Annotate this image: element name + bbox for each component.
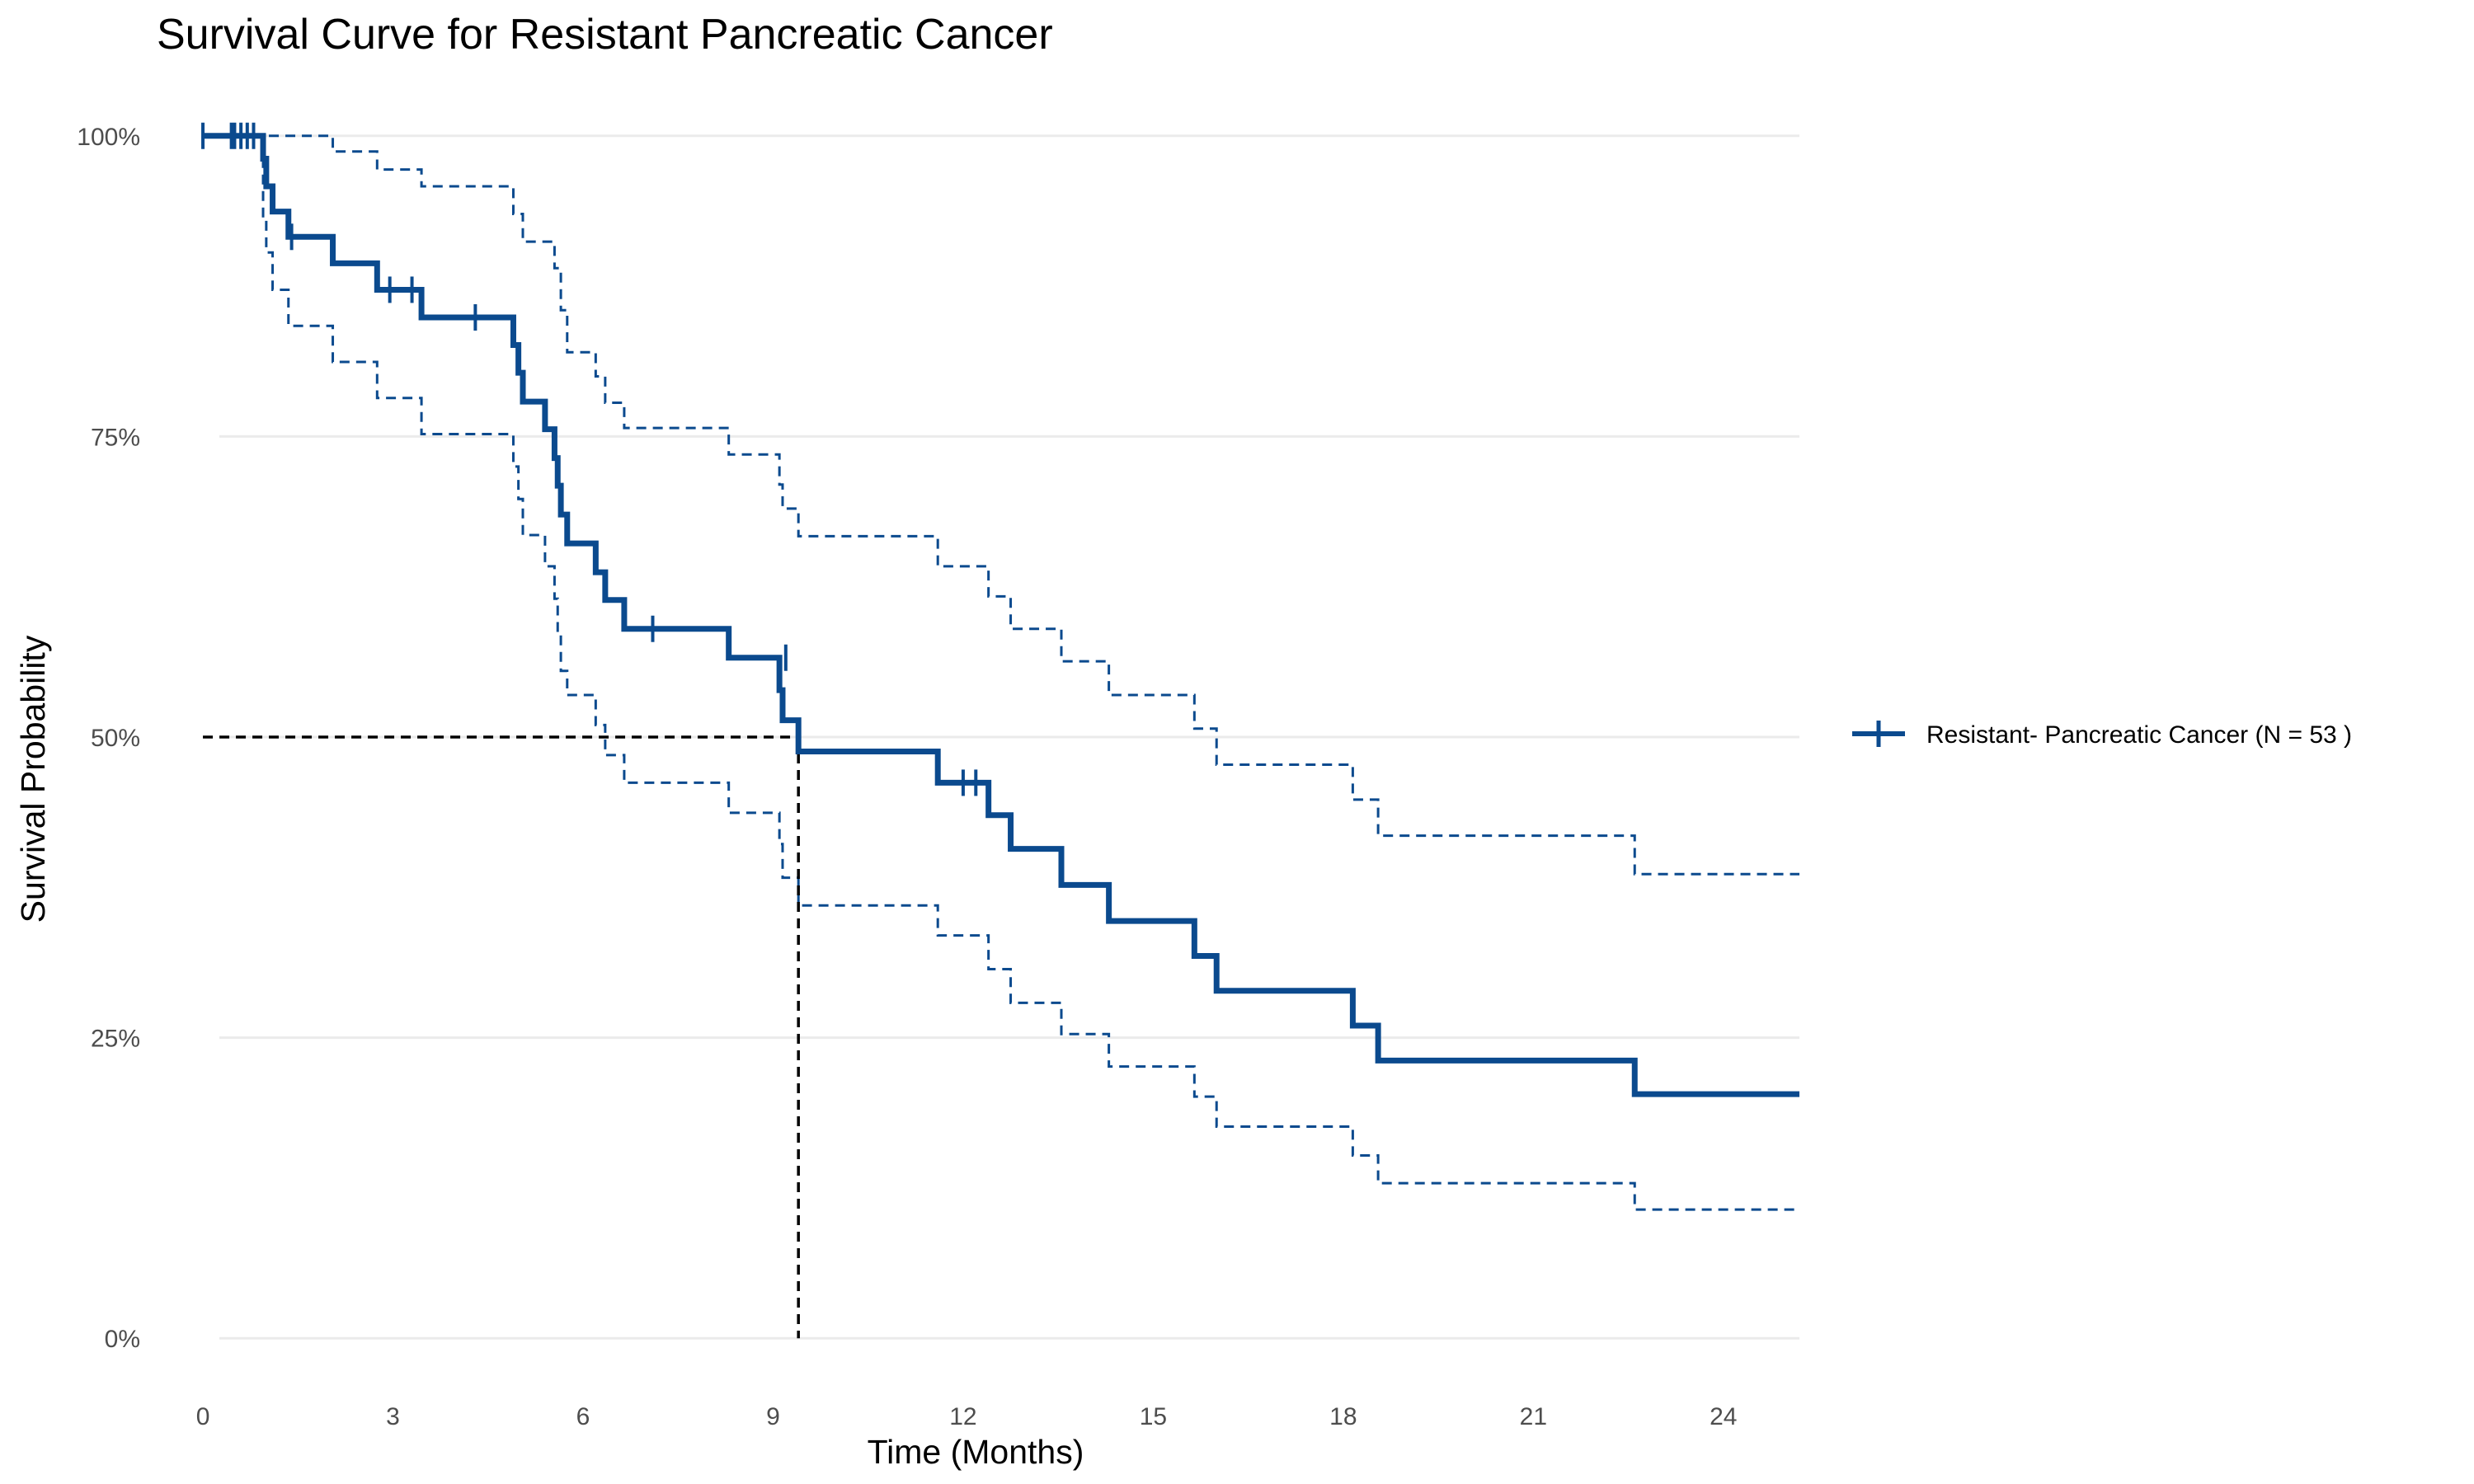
x-tick-label: 15 [1140, 1403, 1167, 1430]
y-tick-labels: 0% 25% 50% 75% 100% [77, 124, 140, 1353]
x-tick-label: 0 [196, 1403, 210, 1430]
legend-label: Resistant- Pancreatic Cancer (N = 53 ) [1926, 721, 2352, 749]
x-tick-label: 6 [576, 1403, 590, 1430]
x-axis-title: Time (Months) [868, 1433, 1084, 1471]
x-tick-label: 21 [1520, 1403, 1547, 1430]
confidence-bands [203, 134, 1799, 1211]
legend: Resistant- Pancreatic Cancer (N = 53 ) [1852, 721, 2352, 749]
survival-curves [203, 133, 1799, 1097]
censor-marks [201, 122, 978, 796]
median-survival-lines [203, 735, 800, 1339]
x-tick-label: 3 [386, 1403, 400, 1430]
x-tick-label: 9 [766, 1403, 780, 1430]
y-tick-label: 25% [91, 1026, 140, 1053]
x-tick-labels: 0 3 6 9 12 15 18 21 24 [196, 1403, 1738, 1430]
y-tick-label: 0% [105, 1326, 140, 1353]
x-tick-label: 12 [949, 1403, 976, 1430]
y-tick-label: 100% [77, 124, 140, 151]
y-axis-title: Survival Probability [14, 635, 52, 923]
x-tick-label: 18 [1329, 1403, 1357, 1430]
chart-title: Survival Curve for Resistant Pancreatic … [157, 11, 1053, 59]
lower-confidence-line [203, 134, 1799, 1211]
upper-confidence-line [203, 134, 1799, 876]
x-tick-label: 24 [1710, 1403, 1737, 1430]
gridlines [219, 134, 1799, 1340]
y-tick-label: 75% [91, 424, 140, 451]
survival-curve-line [203, 133, 1799, 1097]
y-tick-label: 50% [91, 725, 140, 752]
